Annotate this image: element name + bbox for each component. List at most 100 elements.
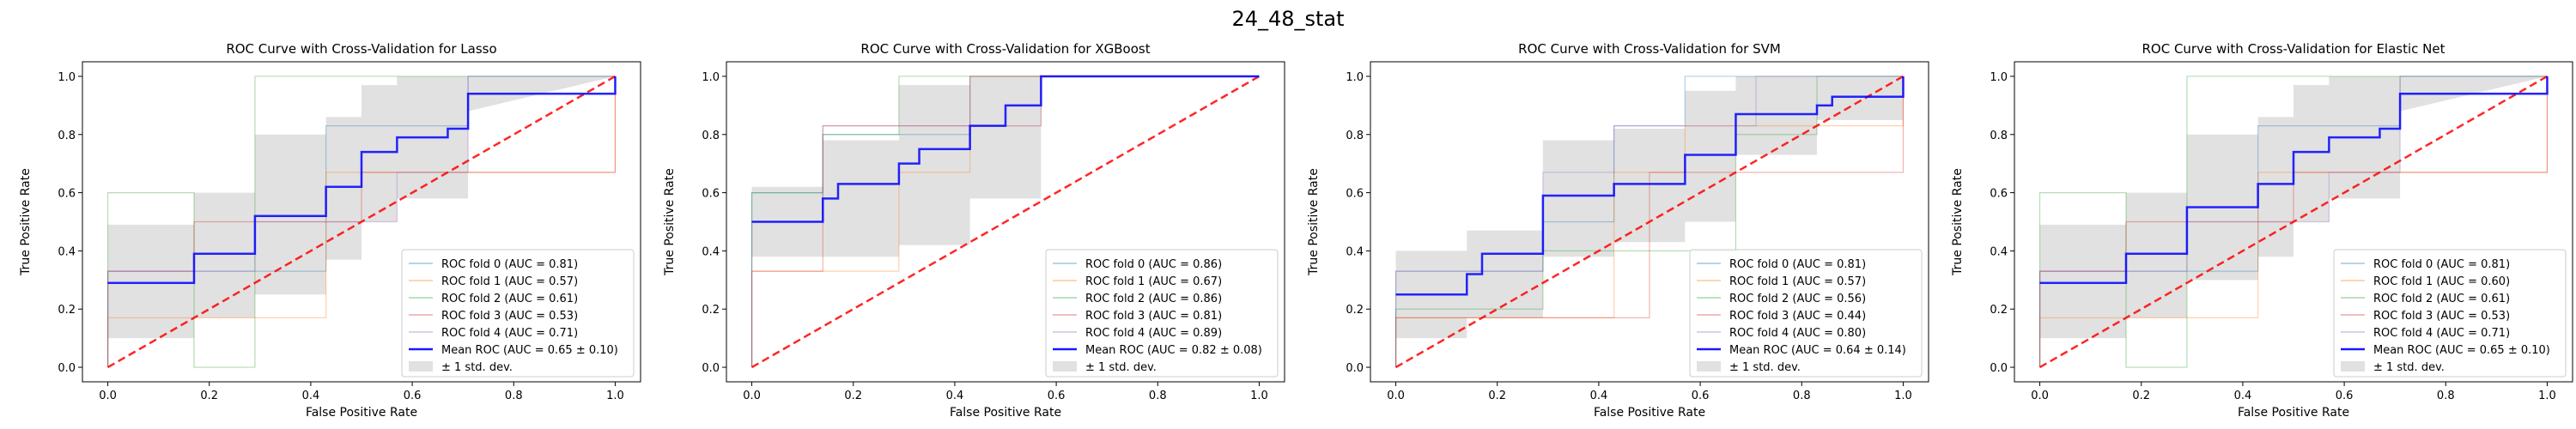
x-tick-label: 0.6 <box>1048 390 1066 402</box>
y-tick-label: 0.6 <box>1346 188 1364 201</box>
legend-entry: ROC fold 0 (AUC = 0.81) <box>441 258 578 271</box>
plot-frame <box>726 61 1285 383</box>
fold-2-curve <box>750 76 1260 368</box>
legend-entry: ROC fold 3 (AUC = 0.53) <box>441 310 578 323</box>
roc-panel-1: ROC Curve with Cross-Validation for XGBo… <box>663 41 1285 420</box>
fold-0-curve <box>1394 76 1904 368</box>
fold-0-curve <box>750 76 1260 368</box>
legend-entry: ROC fold 4 (AUC = 0.71) <box>441 327 578 340</box>
y-tick-label: 0.8 <box>58 130 76 142</box>
plot-frame <box>2014 61 2573 383</box>
x-tick-label: 0.4 <box>2234 390 2252 402</box>
y-tick-label: 0.6 <box>702 188 720 201</box>
y-tick-label: 0.0 <box>58 362 76 375</box>
x-tick-label: 0.4 <box>302 390 320 402</box>
x-axis-label: False Positive Rate <box>2238 406 2349 420</box>
mean-roc-curve <box>2039 76 2549 284</box>
fold-3-curve <box>106 76 617 368</box>
x-tick-label: 1.0 <box>1250 390 1268 402</box>
mean-roc-curve <box>751 75 1260 223</box>
y-tick-label: 0.2 <box>1346 304 1364 317</box>
y-tick-label: 0.0 <box>1990 362 2008 375</box>
x-tick-label: 0.4 <box>1590 390 1608 402</box>
legend-entry: ROC fold 0 (AUC = 0.81) <box>1729 258 1866 271</box>
y-tick-label: 0.8 <box>1346 130 1364 142</box>
x-tick-label: 0.4 <box>946 390 964 402</box>
y-tick-label: 1.0 <box>702 71 720 84</box>
legend: ROC fold 0 (AUC = 0.81) ROC fold 1 (AUC =… <box>401 249 635 378</box>
legend-swatch <box>1053 361 1077 372</box>
y-tick-label: 0.8 <box>702 130 720 142</box>
fold-0-curve <box>2038 76 2548 368</box>
legend-entry: ROC fold 2 (AUC = 0.56) <box>1729 293 1866 305</box>
legend-swatch <box>2341 361 2365 372</box>
plot-frame <box>82 61 641 383</box>
legend-entry: Mean ROC (AUC = 0.65 ± 0.10) <box>441 344 618 357</box>
y-tick-label: 1.0 <box>1990 71 2008 84</box>
legend-entry: ROC fold 0 (AUC = 0.81) <box>2373 258 2510 271</box>
y-axis-label: True Positive Rate <box>1951 168 1965 276</box>
x-tick-label: 0.8 <box>1793 390 1811 402</box>
y-tick-label: 0.0 <box>702 362 720 375</box>
mean-roc-curve <box>107 76 617 284</box>
legend-entry: ROC fold 1 (AUC = 0.57) <box>441 275 578 288</box>
roc-panel-3: ROC Curve with Cross-Validation for Elas… <box>1951 41 2573 420</box>
legend-entry: ROC fold 1 (AUC = 0.60) <box>2373 275 2510 288</box>
legend-entry: Mean ROC (AUC = 0.65 ± 0.10) <box>2373 344 2550 357</box>
legend-entry: ROC fold 4 (AUC = 0.71) <box>2373 327 2510 340</box>
y-tick-label: 0.2 <box>1990 304 2008 317</box>
fold-1-curve <box>2038 76 2549 368</box>
chance-line <box>106 75 617 369</box>
x-tick-label: 1.0 <box>1894 390 1912 402</box>
legend-entry: ROC fold 3 (AUC = 0.81) <box>1085 310 1222 323</box>
legend-swatch <box>1697 361 1721 372</box>
x-tick-label: 0.0 <box>2031 390 2049 402</box>
fold-1-curve <box>1394 76 1905 368</box>
std-dev-band <box>1395 76 1904 339</box>
fold-3-curve <box>2038 76 2549 368</box>
y-axis-label: True Positive Rate <box>1307 168 1321 276</box>
legend: ROC fold 0 (AUC = 0.81) ROC fold 1 (AUC =… <box>2333 249 2567 378</box>
x-tick-label: 0.2 <box>1488 390 1506 402</box>
legend-entry: ROC fold 1 (AUC = 0.57) <box>1729 275 1866 288</box>
panel-title: ROC Curve with Cross-Validation for Lass… <box>226 41 496 57</box>
fold-4-curve <box>1394 76 1904 368</box>
legend-entry: ROC fold 3 (AUC = 0.53) <box>2373 310 2510 323</box>
y-tick-label: 1.0 <box>1346 71 1364 84</box>
legend-entry: Mean ROC (AUC = 0.64 ± 0.14) <box>1729 344 1906 357</box>
legend-entry: ROC fold 0 (AUC = 0.86) <box>1085 258 1222 271</box>
x-tick-label: 0.8 <box>505 390 523 402</box>
chance-line <box>2038 75 2549 369</box>
x-tick-label: 0.6 <box>1692 390 1710 402</box>
fold-2-curve <box>2038 76 2548 368</box>
x-axis-label: False Positive Rate <box>306 406 417 420</box>
x-tick-label: 0.6 <box>404 390 422 402</box>
mean-roc-curve <box>1395 76 1905 296</box>
legend-swatch <box>409 361 433 372</box>
y-tick-label: 0.0 <box>1346 362 1364 375</box>
x-tick-label: 0.8 <box>1149 390 1167 402</box>
fold-1-curve <box>106 76 617 368</box>
y-tick-label: 0.4 <box>702 245 720 258</box>
x-tick-label: 0.8 <box>2437 390 2455 402</box>
y-axis-label: True Positive Rate <box>19 168 33 276</box>
fold-3-curve <box>750 76 1260 368</box>
legend-entry: ± 1 std. dev. <box>1729 361 1801 374</box>
fold-2-curve <box>106 76 616 368</box>
legend-entry: ROC fold 4 (AUC = 0.89) <box>1085 327 1222 340</box>
x-tick-label: 0.0 <box>99 390 117 402</box>
x-tick-label: 1.0 <box>2538 390 2556 402</box>
std-dev-band <box>751 76 1260 257</box>
legend-entry: Mean ROC (AUC = 0.82 ± 0.08) <box>1085 344 1262 357</box>
panel-title: ROC Curve with Cross-Validation for XGBo… <box>860 41 1150 57</box>
y-tick-label: 0.8 <box>1990 130 2008 142</box>
plot-frame <box>1370 61 1929 383</box>
legend-entry: ROC fold 2 (AUC = 0.61) <box>2373 293 2510 305</box>
y-axis-label: True Positive Rate <box>663 168 677 276</box>
legend-box <box>1045 249 1279 378</box>
x-tick-label: 0.0 <box>1387 390 1405 402</box>
legend-entry: ± 1 std. dev. <box>1085 361 1157 374</box>
y-tick-label: 0.4 <box>1990 245 2008 258</box>
y-tick-label: 0.2 <box>58 304 76 317</box>
legend: ROC fold 0 (AUC = 0.81) ROC fold 1 (AUC =… <box>1689 249 1923 378</box>
